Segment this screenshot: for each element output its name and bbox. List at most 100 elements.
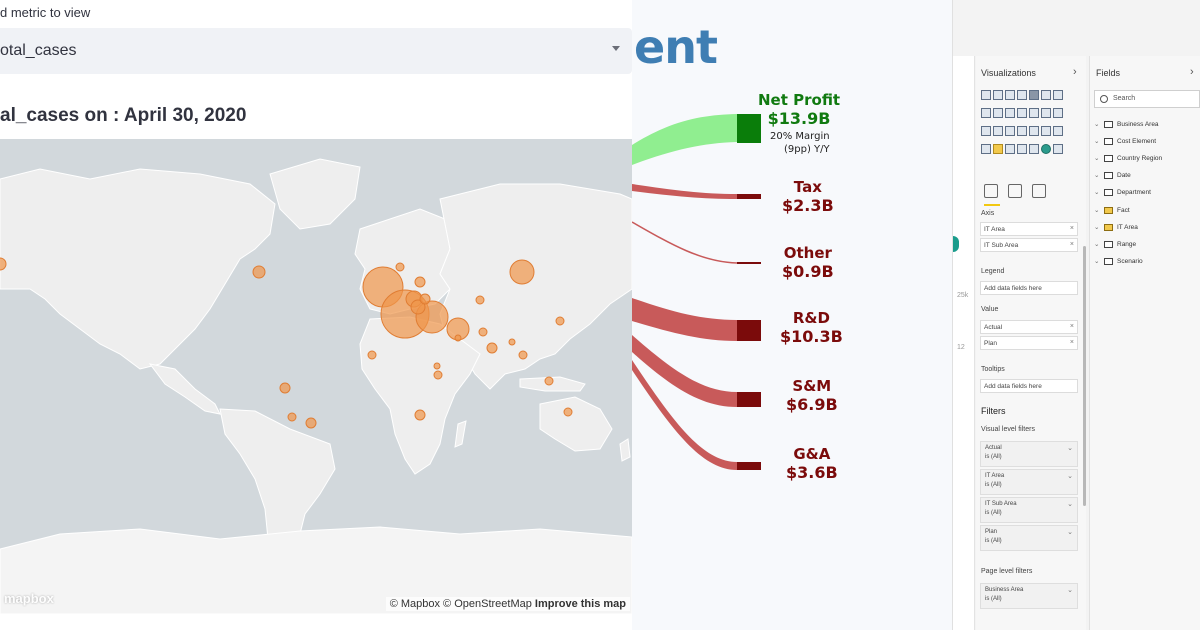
field-table-scenario[interactable]: ⌄ Scenario <box>1094 257 1143 271</box>
chevron-down-icon[interactable]: ⌄ <box>1094 207 1100 214</box>
matrix-icon[interactable] <box>981 144 991 154</box>
remove-icon[interactable]: × <box>1069 339 1074 346</box>
field-table-it-area[interactable]: ⌄ IT Area <box>1094 223 1138 237</box>
bubble-usa[interactable] <box>0 257 7 271</box>
stacked-bar-icon[interactable] <box>981 90 991 100</box>
field-table-department[interactable]: ⌄ Department <box>1094 188 1151 202</box>
chevron-down-icon[interactable] <box>612 46 620 51</box>
filter-card-it-sub-area[interactable]: IT Sub Area is (All) ⌄ <box>980 497 1078 523</box>
selected-visual-icon[interactable] <box>1029 90 1039 100</box>
globe-icon[interactable] <box>1005 144 1015 154</box>
bubble-morocco[interactable] <box>367 350 377 360</box>
bubble-thailand[interactable] <box>518 350 528 360</box>
bubble-south-africa[interactable] <box>414 409 426 421</box>
chevron-down-icon[interactable]: ⌄ <box>1094 172 1100 179</box>
bubble-nigeria[interactable] <box>433 370 443 380</box>
ribbon-chart-icon[interactable] <box>981 108 991 118</box>
bubble-switzerland[interactable] <box>419 293 431 305</box>
r-visual-icon[interactable] <box>993 144 1003 154</box>
node-sm-bar[interactable] <box>737 392 761 407</box>
format-paint-icon[interactable] <box>1008 184 1022 198</box>
chevron-down-icon[interactable]: ⌄ <box>1067 529 1073 536</box>
legend-drop-zone[interactable]: Add data fields here <box>980 281 1078 295</box>
report-canvas-edge[interactable]: 25k 12 <box>953 56 975 630</box>
donut-icon[interactable] <box>1029 108 1039 118</box>
fields-search-input[interactable]: Search <box>1094 90 1200 108</box>
line-chart-icon[interactable] <box>1041 90 1051 100</box>
axis-field-it-area[interactable]: IT Area × <box>980 222 1078 236</box>
node-ga-bar[interactable] <box>737 462 761 470</box>
bubble-australia[interactable] <box>563 407 573 417</box>
clustered-column-icon[interactable] <box>1017 90 1027 100</box>
chevron-down-icon[interactable]: ⌄ <box>1094 189 1100 196</box>
key-influencers-icon[interactable] <box>1029 144 1039 154</box>
chevron-right-icon[interactable]: › <box>1073 66 1077 78</box>
bubble-saudi[interactable] <box>478 327 488 337</box>
chevron-down-icon[interactable]: ⌄ <box>1067 445 1073 452</box>
chevron-down-icon[interactable]: ⌄ <box>1094 241 1100 248</box>
chevron-down-icon[interactable]: ⌄ <box>1094 155 1100 162</box>
improve-map-link[interactable]: Improve this map <box>534 598 626 610</box>
custom-visual-icon[interactable] <box>1041 144 1051 154</box>
visualizations-scrollbar[interactable] <box>1083 246 1086 506</box>
bubble-sweden[interactable] <box>395 262 405 272</box>
bubble-ghana[interactable] <box>433 362 441 370</box>
waterfall-icon[interactable] <box>993 108 1003 118</box>
remove-icon[interactable]: × <box>1069 323 1074 330</box>
stacked-column-icon[interactable] <box>993 90 1003 100</box>
chevron-right-icon[interactable]: › <box>1190 66 1194 78</box>
clustered-bar-icon[interactable] <box>1005 90 1015 100</box>
filter-card-business-area[interactable]: Business Area is (All) ⌄ <box>980 583 1078 609</box>
gauge-icon[interactable] <box>1005 126 1015 136</box>
field-table-range[interactable]: ⌄ Range <box>1094 240 1136 254</box>
more-visuals-icon[interactable] <box>1053 144 1063 154</box>
filter-card-plan[interactable]: Plan is (All) ⌄ <box>980 525 1078 551</box>
field-table-cost-element[interactable]: ⌄ Cost Element <box>1094 137 1156 151</box>
map-icon[interactable] <box>1053 108 1063 118</box>
bubble-france[interactable] <box>410 299 426 315</box>
analytics-icon[interactable] <box>1032 184 1046 198</box>
bubble-peru[interactable] <box>279 382 291 394</box>
field-table-date[interactable]: ⌄ Date <box>1094 171 1131 185</box>
treemap-icon[interactable] <box>1041 108 1051 118</box>
field-table-business-area[interactable]: ⌄ Business Area <box>1094 120 1159 134</box>
filter-card-it-area[interactable]: IT Area is (All) ⌄ <box>980 469 1078 495</box>
node-rd-bar[interactable] <box>737 320 761 341</box>
bubble-netherlands[interactable] <box>414 276 426 288</box>
remove-icon[interactable]: × <box>1069 241 1074 248</box>
node-other-bar[interactable] <box>737 262 761 264</box>
chevron-down-icon[interactable]: ⌄ <box>1094 258 1100 265</box>
filter-card-actual[interactable]: Actual is (All) ⌄ <box>980 441 1078 467</box>
filled-map-icon[interactable] <box>981 126 991 136</box>
bubble-argentina[interactable] <box>305 417 317 429</box>
bubble-indonesia[interactable] <box>544 376 554 386</box>
kpi-icon[interactable] <box>1029 126 1039 136</box>
table-icon[interactable] <box>1053 126 1063 136</box>
chevron-down-icon[interactable]: ⌄ <box>1094 138 1100 145</box>
node-net-profit-bar[interactable] <box>737 114 761 143</box>
chevron-down-icon[interactable]: ⌄ <box>1067 587 1073 594</box>
bubble-chile[interactable] <box>287 412 297 422</box>
slicer-icon[interactable] <box>1041 126 1051 136</box>
remove-icon[interactable]: × <box>1069 225 1074 232</box>
world-map[interactable]: mapbox © Mapbox © OpenStreetMap Improve … <box>0 139 632 614</box>
scatter-icon[interactable] <box>1005 108 1015 118</box>
field-table-fact[interactable]: ⌄ Fact <box>1094 206 1130 220</box>
tooltips-drop-zone[interactable]: Add data fields here <box>980 379 1078 393</box>
area-chart-icon[interactable] <box>1053 90 1063 100</box>
bubble-canada[interactable] <box>252 265 266 279</box>
pie-chart-icon[interactable] <box>1017 108 1027 118</box>
chevron-down-icon[interactable]: ⌄ <box>1067 501 1073 508</box>
fields-tab-icon[interactable] <box>984 184 998 198</box>
chevron-down-icon[interactable]: ⌄ <box>1094 121 1100 128</box>
bubble-china[interactable] <box>555 316 565 326</box>
field-table-country-region[interactable]: ⌄ Country Region <box>1094 154 1162 168</box>
metric-select[interactable]: otal_cases <box>0 28 632 74</box>
value-field-plan[interactable]: Plan × <box>980 336 1078 350</box>
card-icon[interactable] <box>1017 126 1027 136</box>
bubble-iran[interactable] <box>475 295 485 305</box>
bubble-singapore[interactable] <box>508 338 516 346</box>
chevron-down-icon[interactable]: ⌄ <box>1067 473 1073 480</box>
python-visual-icon[interactable] <box>1017 144 1027 154</box>
axis-field-it-sub-area[interactable]: IT Sub Area × <box>980 238 1078 252</box>
